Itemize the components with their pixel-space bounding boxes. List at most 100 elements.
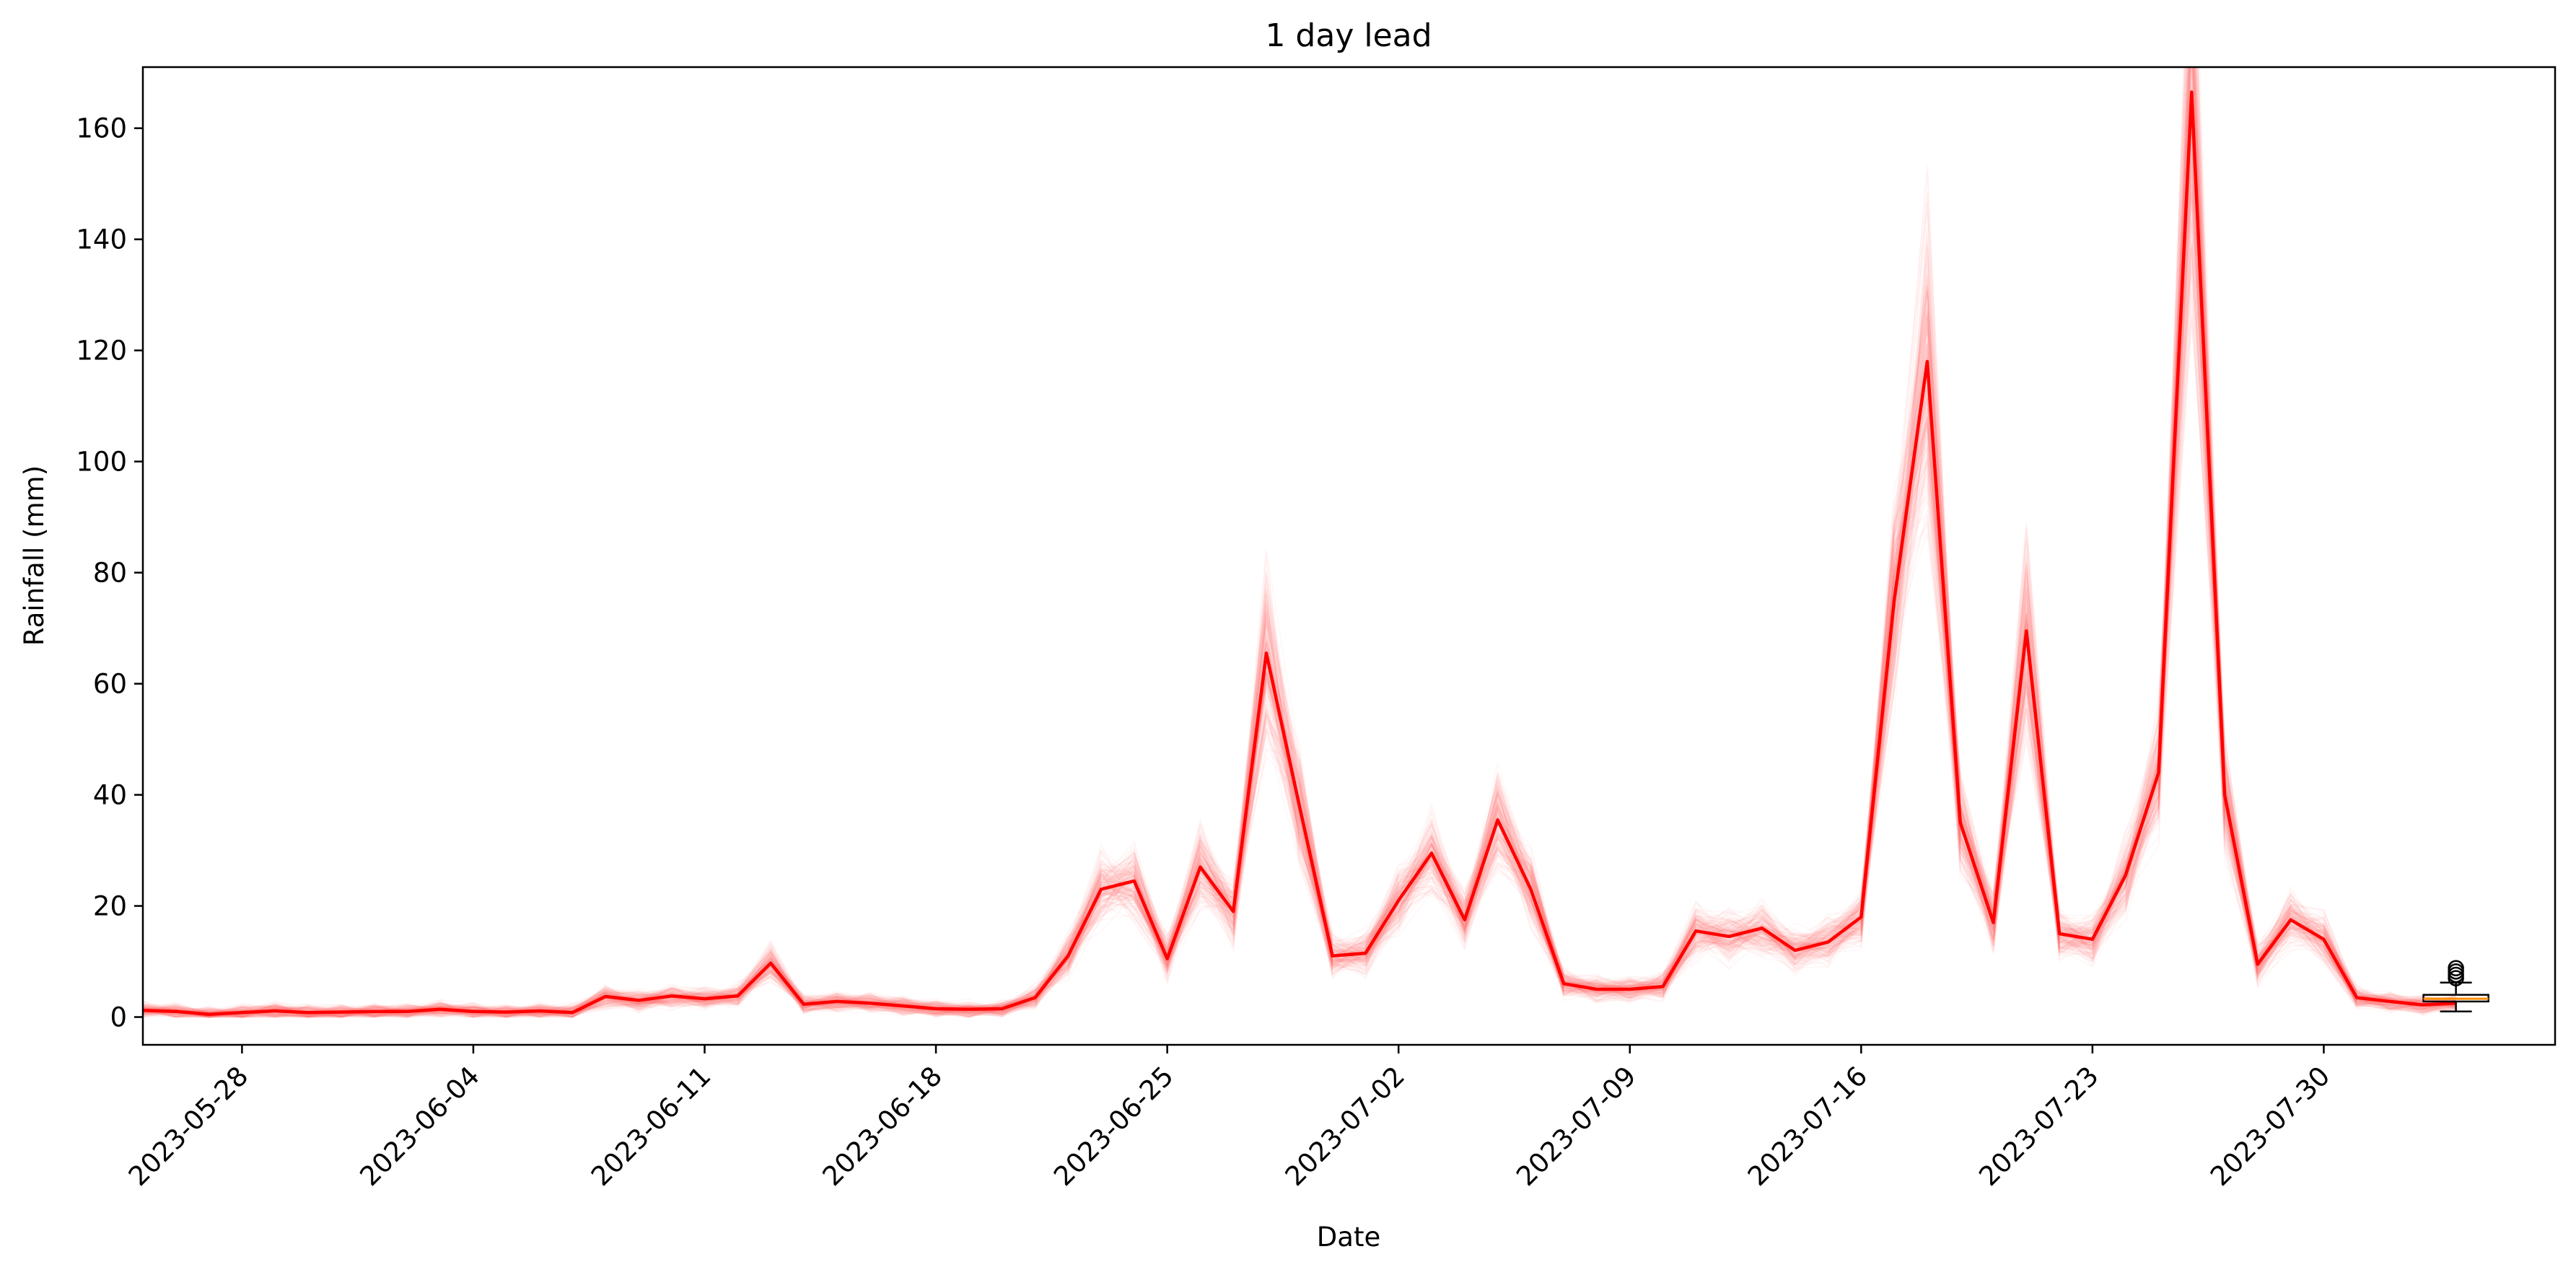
ensemble-member-line <box>143 67 2456 1018</box>
ensemble-member-line <box>143 94 2456 1018</box>
ensemble-member-line <box>143 67 2456 1018</box>
ensemble-member-line <box>143 67 2456 1018</box>
x-tick-label: 2023-06-25 <box>1048 1061 1179 1192</box>
ensemble-member-line <box>143 70 2456 1018</box>
ensemble-member-line <box>143 131 2456 1018</box>
ensemble-member-line <box>143 102 2456 1018</box>
ensemble-member-line <box>143 79 2456 1017</box>
ensemble-member-line <box>143 122 2456 1018</box>
ensemble-member-line <box>143 94 2456 1018</box>
boxplot <box>2422 960 2489 1013</box>
ensemble-member-line <box>143 67 2456 1018</box>
x-axis-label: Date <box>1317 1222 1380 1253</box>
ensemble-member-line <box>143 67 2456 1018</box>
ensemble-member-line <box>143 67 2456 1018</box>
ensemble-member-line <box>143 132 2456 1018</box>
ensemble-member-line <box>143 67 2456 1017</box>
ensemble-member-line <box>143 113 2456 1018</box>
ensemble-member-line <box>143 128 2456 1018</box>
ensemble-member-line <box>143 131 2456 1018</box>
ensemble-member-line <box>143 67 2456 1018</box>
ensemble-member-line <box>143 219 2456 1018</box>
ensemble-member-line <box>143 131 2456 1018</box>
ensemble-member-line <box>143 143 2456 1018</box>
ensemble-member-line <box>143 88 2456 1018</box>
ensemble-member-line <box>143 67 2456 1018</box>
ensemble-member-line <box>143 83 2456 1018</box>
boxplot-outlier <box>2448 960 2464 977</box>
ensemble-member-line <box>143 93 2456 1018</box>
ensemble-member-line <box>143 317 2456 1018</box>
ensemble-member-line <box>143 67 2456 1018</box>
ensemble-member-line <box>143 130 2456 1018</box>
ensemble-member-line <box>143 67 2456 1018</box>
ensemble-member-line <box>143 102 2456 1018</box>
ensemble-member-line <box>143 245 2456 1018</box>
ensemble-member-line <box>143 67 2456 1017</box>
ensemble-member-line <box>143 101 2456 1017</box>
ensemble-member-line <box>143 120 2456 1017</box>
ensemble-member-line <box>143 255 2456 1018</box>
ensemble-member-line <box>143 165 2456 1018</box>
ensemble-member-line <box>143 67 2456 1018</box>
x-tick-label: 2023-06-04 <box>354 1061 485 1192</box>
ensemble-member-line <box>143 87 2456 1018</box>
ensemble-member-line <box>143 67 2456 1018</box>
x-tick-label: 2023-07-23 <box>1973 1061 2104 1192</box>
ensemble-member-line <box>143 67 2456 1018</box>
ensemble-member-line <box>143 67 2456 1017</box>
ensemble-member-line <box>143 67 2456 1018</box>
plot-area <box>143 67 2489 1018</box>
ensemble-member-line <box>143 67 2456 1018</box>
ensemble-member-line <box>143 126 2456 1018</box>
y-tick-label: 100 <box>76 447 127 478</box>
ensemble-member-line <box>143 67 2457 1018</box>
x-tick-label: 2023-06-18 <box>817 1061 948 1192</box>
ensemble-member-line <box>143 67 2456 1018</box>
y-axis-label: Rainfall (mm) <box>19 465 50 646</box>
ensemble-member-line <box>143 67 2456 1018</box>
ensemble-member-line <box>143 67 2456 1018</box>
ensemble-member-line <box>143 112 2456 1017</box>
ensemble-member-line <box>143 67 2456 1018</box>
ensemble-member-line <box>143 148 2456 1018</box>
ensemble-member-line <box>143 67 2456 1018</box>
y-tick-label: 120 <box>76 336 127 367</box>
x-tick-label: 2023-07-09 <box>1510 1061 1642 1192</box>
ensemble-member-line <box>143 184 2456 1018</box>
ensemble-member-line <box>143 235 2456 1018</box>
ensemble-member-line <box>143 106 2456 1018</box>
ensemble-member-line <box>143 219 2456 1017</box>
ensemble-member-line <box>143 67 2456 1018</box>
ensemble-member-line <box>143 97 2456 1018</box>
ensemble-member-line <box>143 139 2456 1018</box>
ensemble-member-line <box>143 127 2456 1016</box>
ensemble-member-line <box>143 183 2456 1018</box>
ensemble-member-line <box>143 88 2456 1018</box>
ensemble-member-line <box>143 67 2456 1018</box>
ensemble-member-line <box>143 99 2456 1018</box>
ensemble-member-line <box>143 67 2456 1018</box>
ensemble-member-line <box>143 67 2456 1017</box>
ensemble-member-line <box>143 67 2456 1018</box>
ensemble-member-line <box>143 193 2456 1017</box>
ensemble-member-line <box>143 93 2456 1018</box>
ensemble-member-line <box>143 67 2456 1018</box>
ensemble-member-line <box>143 67 2456 1018</box>
ensemble-member-line <box>143 271 2456 1018</box>
x-tick-label: 2023-07-02 <box>1279 1061 1411 1192</box>
ensemble-member-line <box>143 67 2456 1017</box>
x-tick-label: 2023-07-30 <box>2204 1061 2336 1192</box>
ensemble-member-line <box>143 67 2456 1018</box>
ensemble-member-line <box>143 108 2456 1018</box>
y-axis: 0 20 40 60 80 100 120 140 160 <box>76 113 143 1033</box>
x-tick-label: 2023-07-16 <box>1742 1061 1873 1192</box>
ensemble-member-line <box>143 117 2456 1017</box>
ensemble-member-line <box>143 121 2456 1018</box>
ensemble-member-line <box>143 67 2456 1018</box>
ensemble-member-line <box>143 67 2456 1018</box>
chart-title: 1 day lead <box>1265 17 1432 54</box>
ensemble-member-line <box>143 67 2456 1018</box>
ensemble-member-line <box>143 118 2456 1018</box>
